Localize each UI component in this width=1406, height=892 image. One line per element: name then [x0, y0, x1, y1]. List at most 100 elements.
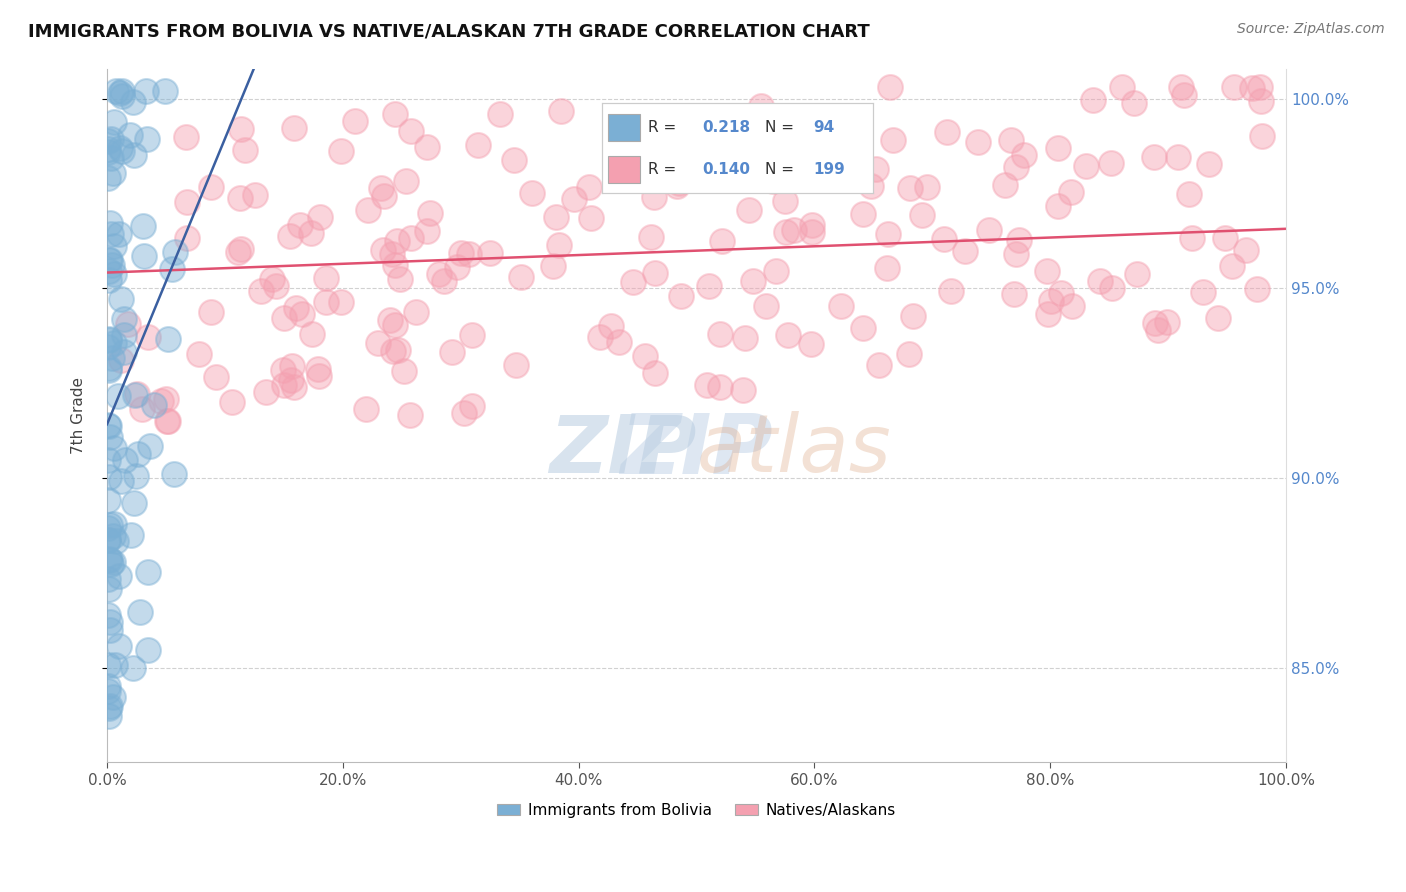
Point [467, 138, 489, 153]
Point [755, 299, 778, 313]
Point [953, 244, 976, 259]
Point [103, 517, 125, 532]
Point [728, 109, 751, 123]
Point [977, 223, 1000, 237]
Point [782, 223, 804, 237]
Point [110, 475, 132, 489]
Point [727, 145, 749, 159]
Point [98, 216, 121, 230]
Point [98, 469, 121, 483]
Point [453, 406, 475, 420]
Point [384, 318, 406, 332]
Point [1049, 285, 1071, 300]
Point [801, 218, 824, 232]
Point [97, 657, 120, 672]
Point [1251, 129, 1274, 144]
Point [668, 165, 690, 179]
Point [427, 267, 450, 281]
Point [711, 235, 734, 249]
Point [1060, 299, 1083, 313]
Point [1076, 159, 1098, 173]
Point [97, 552, 120, 566]
Point [579, 211, 602, 225]
Point [108, 569, 131, 583]
Point [108, 227, 131, 242]
Point [104, 534, 127, 549]
Text: ZIP: ZIP [550, 411, 696, 489]
Point [1208, 311, 1230, 326]
Point [250, 285, 273, 299]
Point [101, 690, 124, 704]
Point [100, 132, 122, 146]
Point [301, 327, 323, 342]
Point [749, 98, 772, 112]
Text: Source: ZipAtlas.com: Source: ZipAtlas.com [1237, 22, 1385, 37]
Point [97, 145, 120, 159]
Point [852, 321, 875, 335]
Point [344, 114, 367, 128]
Point [136, 642, 159, 657]
Point [103, 267, 125, 281]
Point [330, 144, 353, 158]
Point [160, 261, 183, 276]
Point [101, 166, 124, 180]
Point [135, 84, 157, 98]
Y-axis label: 7th Grade: 7th Grade [72, 377, 86, 454]
Point [671, 289, 693, 303]
Point [315, 295, 337, 310]
Point [98, 615, 121, 630]
Point [98, 701, 121, 715]
Point [284, 301, 307, 316]
Point [1146, 323, 1168, 337]
Point [709, 326, 731, 341]
Point [1143, 150, 1166, 164]
Point [936, 126, 959, 140]
Point [994, 178, 1017, 192]
Point [460, 399, 482, 413]
Point [387, 343, 409, 358]
Point [1167, 150, 1189, 164]
Point [395, 174, 418, 188]
Point [354, 401, 377, 416]
Point [103, 441, 125, 455]
Point [97, 679, 120, 693]
Point [129, 605, 152, 619]
Point [97, 332, 120, 346]
Point [229, 121, 252, 136]
Point [97, 360, 120, 375]
Point [110, 292, 132, 306]
Point [132, 219, 155, 233]
Point [801, 225, 824, 239]
Point [830, 299, 852, 313]
Point [599, 318, 621, 333]
Point [329, 294, 352, 309]
Point [273, 377, 295, 392]
Point [100, 558, 122, 572]
Point [1005, 160, 1028, 174]
Point [1101, 281, 1123, 295]
Point [156, 332, 179, 346]
Point [934, 232, 956, 246]
Point [97, 709, 120, 723]
Point [97, 684, 120, 698]
Point [800, 336, 823, 351]
Point [281, 359, 304, 373]
Point [283, 379, 305, 393]
Point [1060, 185, 1083, 199]
Point [381, 343, 404, 358]
Point [371, 244, 394, 258]
Point [136, 132, 159, 146]
Point [97, 134, 120, 148]
Point [125, 386, 148, 401]
Point [1250, 94, 1272, 108]
Point [98, 699, 121, 714]
Point [243, 188, 266, 202]
Point [381, 247, 404, 261]
Point [419, 206, 441, 220]
Point [98, 624, 121, 638]
Point [394, 363, 416, 377]
Point [117, 318, 139, 332]
Point [550, 104, 572, 119]
Point [868, 359, 890, 373]
Point [644, 266, 666, 280]
